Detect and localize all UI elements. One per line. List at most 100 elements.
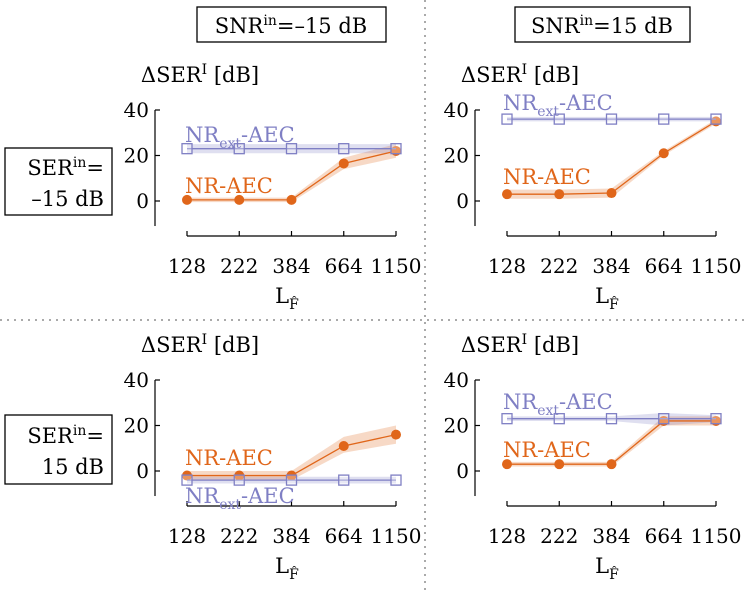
column-header-part: SNR (215, 14, 265, 38)
marker (286, 194, 297, 205)
x-axis-label-part: F̂ (609, 565, 619, 583)
y-axis-label-part: ΔSER (141, 333, 203, 357)
marker (605, 413, 618, 425)
marker (285, 474, 298, 486)
marker (501, 113, 513, 125)
x-axis-label: LF̂ (275, 554, 299, 583)
series-label-part: -AEC (241, 484, 295, 508)
series-label: NRext-AEC (503, 390, 613, 419)
y-axis-label-part: ΔSER (141, 63, 203, 87)
column-header-part: =–15 dB (277, 14, 367, 38)
series-label: NRext-AEC (185, 123, 295, 152)
marker (338, 474, 350, 486)
row-header-part: SER (27, 156, 74, 180)
x-tick-label: 1150 (371, 254, 422, 278)
y-tick-label: 0 (456, 189, 469, 213)
y-axis-label-part: [dB] (207, 333, 259, 357)
marker (285, 143, 298, 155)
x-axis-label-part: F̂ (289, 565, 299, 583)
row-header: 15 dB (42, 455, 104, 479)
marker (502, 459, 512, 470)
row-header-part: SER (27, 424, 74, 448)
x-axis-label-part: F̂ (289, 295, 299, 313)
x-axis-label-part: F̂ (609, 295, 619, 313)
y-axis-label-part: [dB] (527, 333, 579, 357)
band (507, 119, 716, 199)
marker (658, 113, 670, 125)
series-label: NRext-AEC (503, 91, 613, 120)
header-box (514, 6, 691, 43)
x-tick-label: 128 (488, 524, 526, 548)
series-label-part: ext (537, 403, 559, 419)
y-tick-label: 20 (124, 144, 149, 168)
band (187, 425, 396, 481)
row-header-part: in (73, 423, 87, 439)
y-tick-label: 40 (444, 368, 469, 392)
marker (606, 459, 617, 470)
x-axis-label: LF̂ (275, 284, 299, 313)
x-axis-label-part: L (275, 554, 289, 578)
y-axis-label-part: I (522, 62, 528, 78)
y-axis-label-part: I (522, 332, 528, 348)
marker (390, 474, 402, 486)
marker (390, 143, 402, 155)
series-label-part: ext (219, 497, 241, 513)
y-axis-label-part: I (202, 332, 208, 348)
series-label: NR-AEC (185, 446, 273, 470)
row-header-part: = (86, 424, 104, 448)
y-axis-label: ΔSERI [dB] (461, 332, 579, 357)
marker (710, 413, 722, 425)
marker (233, 143, 245, 155)
x-tick-label: 128 (168, 524, 206, 548)
x-tick-label: 664 (645, 254, 683, 278)
x-tick-label: 222 (540, 524, 578, 548)
x-tick-label: 384 (272, 254, 310, 278)
series-label-part: NR (185, 123, 220, 147)
marker (234, 194, 245, 205)
x-tick-label: 664 (325, 524, 363, 548)
series-label-part: NR (503, 91, 538, 115)
y-axis-label: ΔSERI [dB] (141, 62, 259, 87)
y-axis-label-part: [dB] (207, 63, 259, 87)
x-tick-label: 384 (592, 524, 630, 548)
column-header: SNRin=–15 dB (215, 13, 367, 38)
marker (338, 158, 349, 169)
y-tick-label: 20 (124, 414, 149, 438)
marker (502, 189, 512, 200)
y-axis-label: ΔSERI [dB] (141, 332, 259, 357)
y-tick-label: 40 (444, 98, 469, 122)
row-header: –15 dB (31, 187, 104, 211)
x-tick-label: 664 (325, 254, 363, 278)
marker (181, 474, 193, 486)
y-tick-label: 20 (444, 144, 469, 168)
series-label: NR-AEC (503, 438, 591, 462)
marker (605, 113, 618, 125)
y-tick-label: 0 (136, 459, 149, 483)
marker (606, 188, 617, 199)
marker (501, 413, 513, 425)
series-label: NRext-AEC (185, 484, 295, 513)
column-header-part: in (580, 13, 594, 29)
x-tick-label: 128 (488, 254, 526, 278)
x-axis-label: LF̂ (595, 284, 619, 313)
x-axis-label-part: L (275, 284, 289, 308)
x-tick-label: 664 (645, 524, 683, 548)
x-tick-label: 222 (220, 254, 258, 278)
series-label-part: -AEC (559, 390, 613, 414)
y-tick-label: 40 (124, 98, 149, 122)
y-tick-label: 0 (136, 189, 149, 213)
marker (553, 413, 565, 425)
marker (553, 113, 565, 125)
series-label-part: NR-AEC (503, 165, 591, 189)
column-header: SNRin=15 dB (531, 13, 673, 38)
series-label-part: ext (537, 104, 559, 120)
header-box (196, 6, 387, 43)
marker (233, 474, 245, 486)
header-box (4, 147, 113, 216)
marker (182, 194, 192, 205)
series-label-part: NR-AEC (185, 174, 273, 198)
marker (181, 143, 193, 155)
x-tick-label: 1150 (691, 254, 742, 278)
row-header: SERin= (27, 423, 104, 448)
marker (658, 148, 669, 159)
